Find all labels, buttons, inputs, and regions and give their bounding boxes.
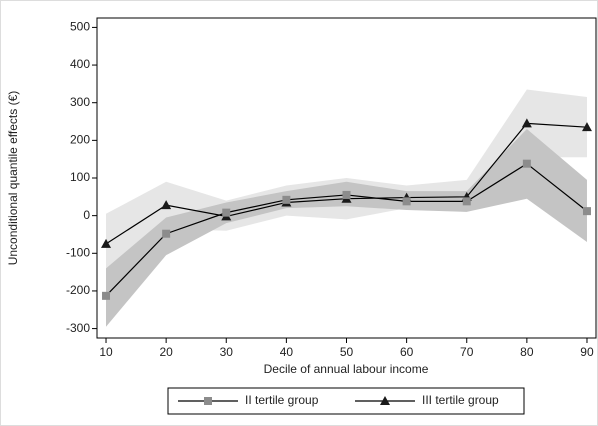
marker [204, 397, 212, 405]
x-axis-label: Decile of annual labour income [264, 362, 429, 376]
x-tick-label: 50 [340, 345, 354, 359]
x-tick-label: 80 [520, 345, 534, 359]
confidence-band [106, 129, 587, 327]
marker [582, 207, 591, 216]
marker [522, 159, 531, 168]
x-tick-label: 10 [99, 345, 113, 359]
x-tick-label: 30 [220, 345, 234, 359]
y-tick-label: 300 [70, 95, 90, 109]
marker [222, 208, 231, 217]
y-tick-label: 500 [70, 20, 90, 34]
marker [102, 291, 111, 300]
legend-label: III tertile group [422, 393, 499, 407]
marker [282, 195, 291, 204]
x-tick-label: 40 [280, 345, 294, 359]
marker [342, 190, 351, 199]
y-tick-label: -200 [66, 283, 90, 297]
x-tick-label: 20 [159, 345, 173, 359]
y-tick-label: -100 [66, 245, 90, 259]
marker [402, 197, 411, 206]
marker [161, 200, 172, 210]
lines [101, 118, 592, 300]
x-tick-label: 60 [400, 345, 414, 359]
x-tick-label: 70 [460, 345, 474, 359]
y-tick-label: 400 [70, 57, 90, 71]
y-tick-label: 100 [70, 170, 90, 184]
y-tick-label: -300 [66, 321, 90, 335]
y-tick-label: 200 [70, 133, 90, 147]
x-tick-label: 90 [580, 345, 594, 359]
y-axis-label: Unconditional quantile effects (€) [6, 91, 20, 266]
marker [462, 197, 471, 206]
marker [581, 122, 592, 132]
marker [162, 229, 171, 238]
marker [101, 238, 112, 248]
marker [521, 118, 532, 128]
marker [380, 396, 390, 405]
bands [106, 89, 587, 327]
legend-label: II tertile group [245, 393, 319, 407]
y-tick-label: 0 [83, 208, 90, 222]
